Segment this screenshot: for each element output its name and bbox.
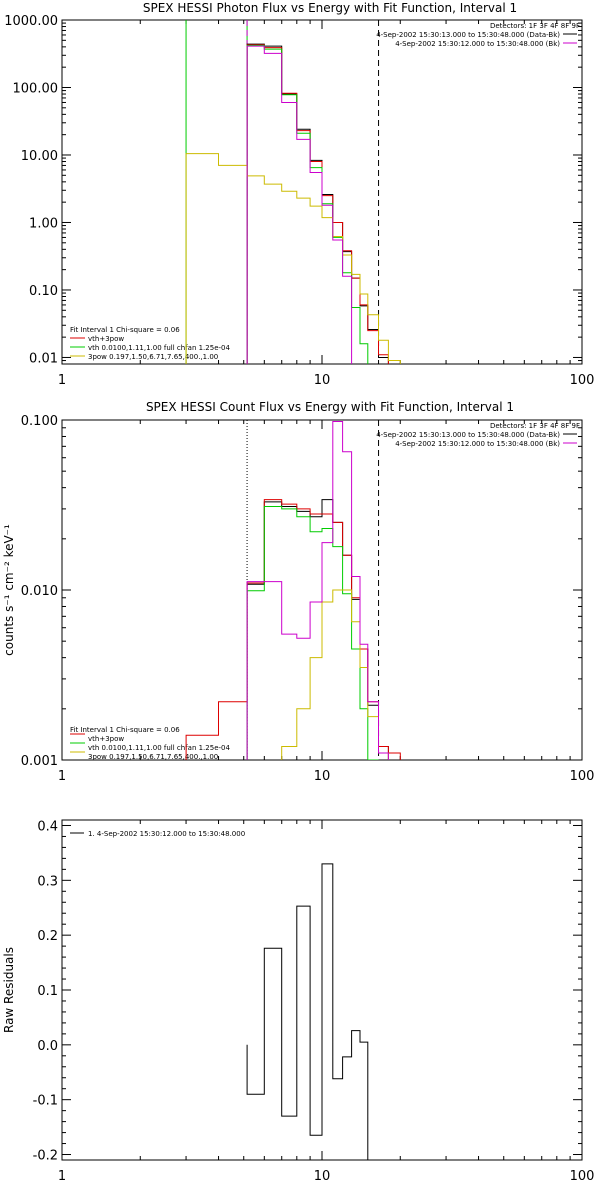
panel-2-ytick-label: 0.4 bbox=[37, 819, 58, 834]
panel-0-xtick-label: 100 bbox=[570, 373, 595, 388]
panel-1-series-vth bbox=[246, 506, 379, 760]
panel-1-ytick-label: 0.010 bbox=[21, 584, 58, 599]
panel-0-ytick-label: 0.01 bbox=[29, 351, 58, 366]
panel-1-xtick-label: 100 bbox=[570, 769, 595, 784]
panel-2-ytick-label: 0.3 bbox=[37, 874, 58, 889]
panel-2-xtick-label: 1 bbox=[58, 1169, 66, 1184]
panel-0-xtick-label: 1 bbox=[58, 373, 66, 388]
panel-0-ytick-label: 100.00 bbox=[13, 81, 59, 96]
panel-0-series-vth bbox=[246, 44, 369, 364]
count-flux-ylabel: counts s⁻¹ cm⁻² keV⁻¹ bbox=[2, 524, 16, 656]
panel-0-ytick-label: 1000.00 bbox=[4, 14, 58, 29]
panel-2-xtick-label: 10 bbox=[314, 1169, 331, 1184]
panel-0-series-3pow bbox=[185, 153, 401, 364]
photon-flux-panel: SPEX HESSI Photon Flux vs Energy with Fi… bbox=[4, 1, 594, 388]
panel-2-ytick-label: 0.0 bbox=[37, 1039, 58, 1054]
photon-flux-legend-model: vth+3pow bbox=[88, 335, 124, 343]
residuals-legend: 1. 4-Sep-2002 15:30:12.000 to 15:30:48.0… bbox=[88, 830, 245, 838]
panel-0-ytick-label: 1.00 bbox=[29, 216, 58, 231]
count-flux-fit-header: Fit Interval 1 Chi-square = 0.06 bbox=[70, 726, 180, 734]
panel-1-ytick-label: 0.100 bbox=[21, 414, 58, 429]
panel-1-ytick-label: 0.001 bbox=[21, 754, 58, 769]
panel-0-series-vth-3pow bbox=[246, 44, 389, 364]
panel-0-ytick-label: 10.00 bbox=[21, 149, 58, 164]
photon-flux-fit-header: Fit Interval 1 Chi-square = 0.06 bbox=[70, 326, 180, 334]
photon-flux-legend-data: 4-Sep-2002 15:30:13.000 to 15:30:48.000 … bbox=[376, 31, 560, 39]
panel-2-xtick-label: 100 bbox=[570, 1169, 595, 1184]
count-flux-title: SPEX HESSI Count Flux vs Energy with Fit… bbox=[146, 400, 514, 414]
panel-2-series-residual bbox=[246, 863, 379, 1160]
panel-0-series-bk bbox=[246, 45, 353, 364]
count-flux-panel: SPEX HESSI Count Flux vs Energy with Fit… bbox=[2, 400, 594, 784]
count-flux-legend-data: 4-Sep-2002 15:30:13.000 to 15:30:48.000 … bbox=[376, 431, 560, 439]
count-flux-legend-bk: 4-Sep-2002 15:30:12.000 to 15:30:48.000 … bbox=[395, 440, 560, 448]
count-flux-legend-vth: vth 0.0100,1.11,1.00 full chfan 1.25e-04 bbox=[88, 744, 230, 752]
panel-1-xtick-label: 10 bbox=[314, 769, 331, 784]
photon-flux-legend-bk: 4-Sep-2002 15:30:12.000 to 15:30:48.000 … bbox=[395, 40, 560, 48]
panel-1-series-data-bk bbox=[246, 499, 389, 760]
count-flux-legend-3pow: 3pow 0.197,1.50,6.71,7.65,400.,1.00 bbox=[88, 753, 218, 761]
panel-0-ytick-label: 0.10 bbox=[29, 284, 58, 299]
residuals-ylabel: Raw Residuals bbox=[2, 947, 16, 1033]
panel-2-ytick-label: -0.2 bbox=[33, 1149, 58, 1164]
count-flux-detectors: Detectors: 1F 3F 4F 8F 9F bbox=[490, 422, 580, 430]
panel-0-series-data-bk bbox=[246, 43, 389, 364]
photon-flux-legend-3pow: 3pow 0.197,1.50,6.71,7.65,400.,1.00 bbox=[88, 353, 218, 361]
panel-0-xtick-label: 10 bbox=[314, 373, 331, 388]
count-flux-legend-model: vth+3pow bbox=[88, 735, 124, 743]
panel-2-ytick-label: 0.2 bbox=[37, 929, 58, 944]
photon-flux-legend-vth: vth 0.0100,1.11,1.00 full chfan 1.25e-04 bbox=[88, 344, 230, 352]
panel-1-series-3pow bbox=[281, 589, 389, 760]
panel-2-ytick-label: 0.1 bbox=[37, 984, 58, 999]
photon-flux-detectors: Detectors: 1F 3F 4F 8F 9F bbox=[490, 22, 580, 30]
panel-1-xtick-label: 1 bbox=[58, 769, 66, 784]
residuals-panel: 1. 4-Sep-2002 15:30:12.000 to 15:30:48.0… bbox=[2, 819, 594, 1184]
photon-flux-title: SPEX HESSI Photon Flux vs Energy with Fi… bbox=[143, 1, 517, 15]
panel-1-series-bk bbox=[246, 421, 389, 760]
panel-2-ytick-label: -0.1 bbox=[33, 1094, 58, 1109]
